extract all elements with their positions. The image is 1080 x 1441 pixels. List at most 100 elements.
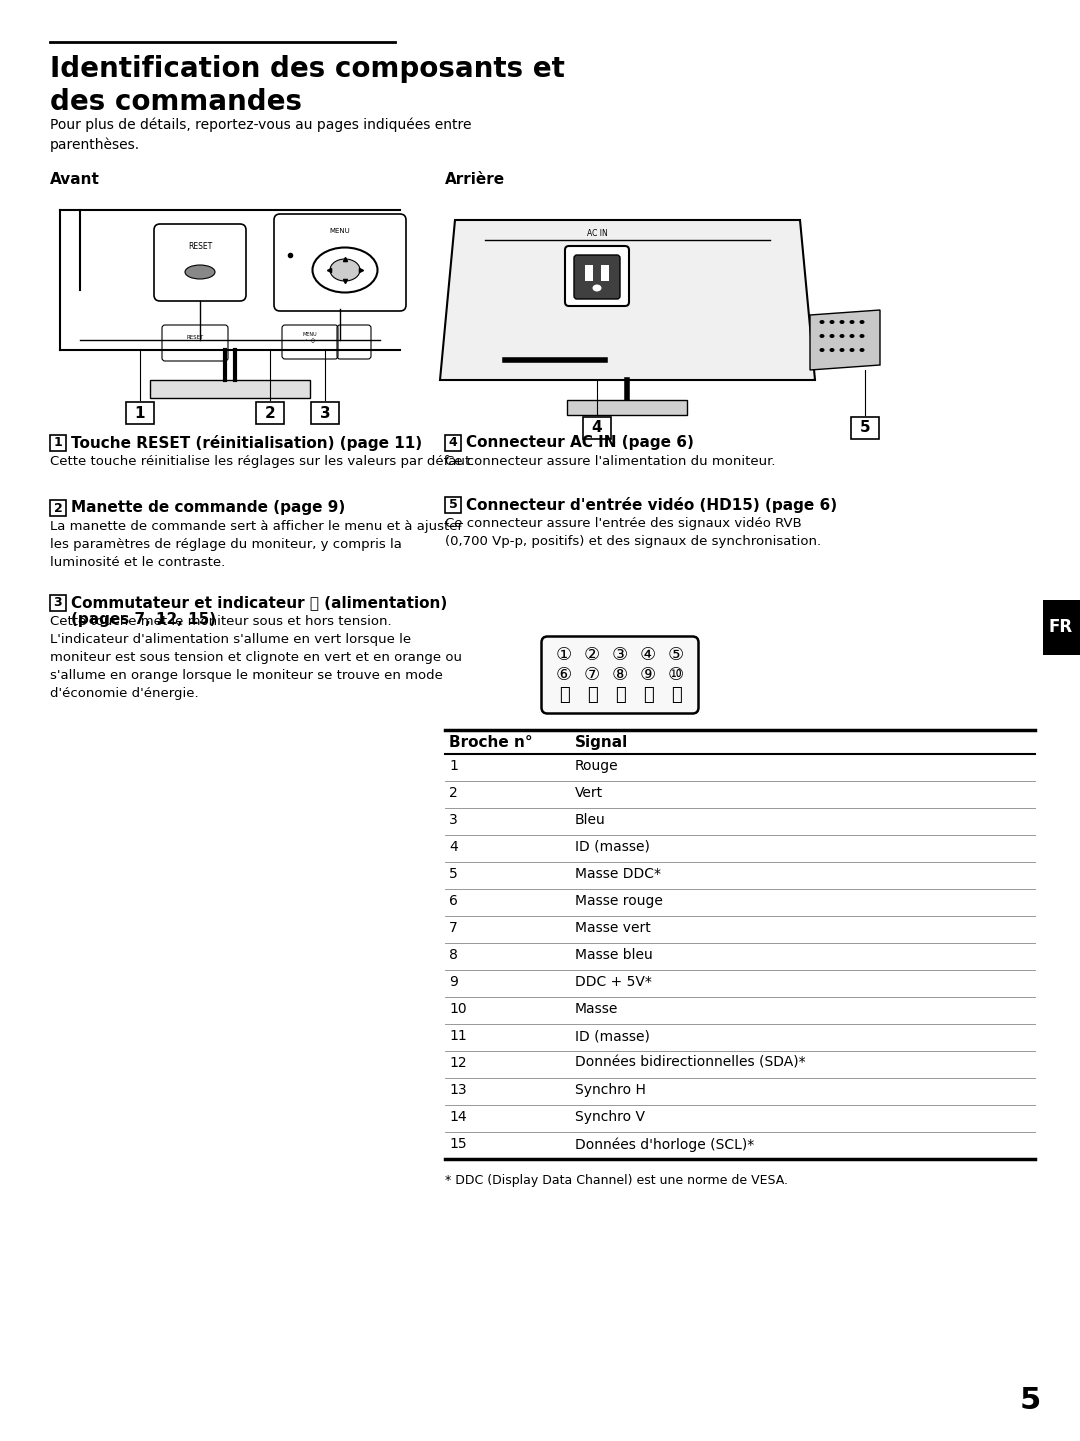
Text: Commutateur et indicateur ⓘ (alimentation)
(pages 7, 12, 15): Commutateur et indicateur ⓘ (alimentatio… — [71, 595, 447, 627]
Text: 4: 4 — [448, 437, 457, 450]
Bar — [256, 402, 284, 424]
Text: Ce connecteur assure l'alimentation du moniteur.: Ce connecteur assure l'alimentation du m… — [445, 455, 775, 468]
Text: Arrière: Arrière — [445, 171, 505, 187]
Bar — [50, 500, 66, 516]
Text: Identification des composants et
des commandes: Identification des composants et des com… — [50, 55, 565, 117]
Bar — [851, 416, 879, 440]
Text: Connecteur d'entrée vidéo (HD15) (page 6): Connecteur d'entrée vidéo (HD15) (page 6… — [465, 497, 837, 513]
FancyBboxPatch shape — [573, 255, 620, 298]
Text: AC IN: AC IN — [586, 229, 607, 238]
Ellipse shape — [330, 259, 360, 281]
Ellipse shape — [839, 334, 845, 339]
Polygon shape — [810, 310, 880, 370]
Text: ⑧: ⑧ — [612, 666, 629, 684]
Text: 4: 4 — [449, 840, 458, 855]
FancyBboxPatch shape — [565, 246, 629, 305]
Text: Synchro V: Synchro V — [575, 1110, 645, 1124]
Bar — [445, 435, 461, 451]
Text: ⑨: ⑨ — [640, 666, 656, 684]
Text: Connecteur AC IN (page 6): Connecteur AC IN (page 6) — [465, 435, 693, 450]
Text: 8: 8 — [449, 948, 458, 963]
Bar — [585, 265, 593, 281]
Text: 3: 3 — [320, 405, 330, 421]
Text: 1: 1 — [54, 437, 63, 450]
Ellipse shape — [839, 320, 845, 324]
Bar — [50, 595, 66, 611]
Text: 7: 7 — [449, 921, 458, 935]
Ellipse shape — [829, 347, 835, 352]
Text: 1: 1 — [449, 759, 458, 772]
Text: RESET: RESET — [187, 334, 204, 340]
Text: 5: 5 — [448, 499, 457, 512]
Text: 2: 2 — [54, 501, 63, 514]
Text: MENU: MENU — [329, 228, 350, 233]
Text: ⑮: ⑮ — [671, 686, 681, 705]
Ellipse shape — [185, 265, 215, 280]
Text: ⑥: ⑥ — [556, 666, 572, 684]
Text: ⑦: ⑦ — [584, 666, 600, 684]
Polygon shape — [440, 220, 815, 380]
Text: ⑤: ⑤ — [667, 646, 684, 664]
Text: ID (masse): ID (masse) — [575, 840, 650, 855]
Text: Rouge: Rouge — [575, 759, 619, 772]
Text: Masse DDC*: Masse DDC* — [575, 867, 661, 880]
Text: 12: 12 — [449, 1056, 467, 1071]
Ellipse shape — [829, 334, 835, 339]
Ellipse shape — [850, 334, 854, 339]
Ellipse shape — [820, 347, 824, 352]
Text: * DDC (Display Data Channel) est une norme de VESA.: * DDC (Display Data Channel) est une nor… — [445, 1174, 788, 1187]
Text: ⑬: ⑬ — [615, 686, 625, 705]
Text: RESET: RESET — [188, 242, 212, 251]
Text: Broche n°: Broche n° — [449, 735, 532, 749]
Ellipse shape — [820, 334, 824, 339]
Text: 6: 6 — [449, 893, 458, 908]
Text: ID (masse): ID (masse) — [575, 1029, 650, 1043]
Text: 11: 11 — [449, 1029, 467, 1043]
Text: ①: ① — [556, 646, 572, 664]
Text: 13: 13 — [449, 1084, 467, 1097]
Text: Ce connecteur assure l'entrée des signaux vidéo RVB
(0,700 Vp-p, positifs) et de: Ce connecteur assure l'entrée des signau… — [445, 517, 821, 548]
Text: Masse vert: Masse vert — [575, 921, 651, 935]
Text: Touche RESET (réinitialisation) (page 11): Touche RESET (réinitialisation) (page 11… — [71, 435, 422, 451]
Ellipse shape — [860, 320, 864, 324]
Text: La manette de commande sert à afficher le menu et à ajuster
les paramètres de ré: La manette de commande sert à afficher l… — [50, 520, 463, 569]
Text: Signal: Signal — [575, 735, 629, 749]
Text: 5: 5 — [449, 867, 458, 880]
Text: Données d'horloge (SCL)*: Données d'horloge (SCL)* — [575, 1137, 754, 1151]
Text: ⑩: ⑩ — [667, 666, 684, 684]
Text: MENU
•  ○: MENU • ○ — [302, 331, 318, 343]
Ellipse shape — [829, 320, 835, 324]
Text: Masse rouge: Masse rouge — [575, 893, 663, 908]
Text: ④: ④ — [640, 646, 656, 664]
Ellipse shape — [850, 347, 854, 352]
Text: Bleu: Bleu — [575, 813, 606, 827]
Bar — [1043, 599, 1080, 656]
Bar — [445, 497, 461, 513]
Text: Masse: Masse — [575, 1001, 619, 1016]
Text: 10: 10 — [449, 1001, 467, 1016]
Text: FR: FR — [1049, 618, 1074, 635]
Bar — [126, 402, 154, 424]
Text: 14: 14 — [449, 1110, 467, 1124]
Text: 2: 2 — [449, 785, 458, 800]
Bar — [311, 402, 339, 424]
Text: 3: 3 — [449, 813, 458, 827]
Text: ②: ② — [584, 646, 600, 664]
Text: 1: 1 — [135, 405, 145, 421]
Text: 3: 3 — [54, 597, 63, 610]
Text: ⑪: ⑪ — [558, 686, 569, 705]
Text: 5: 5 — [1020, 1386, 1041, 1415]
Text: Avant: Avant — [50, 171, 99, 187]
Bar — [567, 401, 687, 415]
Text: ⑭: ⑭ — [643, 686, 653, 705]
Text: Vert: Vert — [575, 785, 603, 800]
Text: Manette de commande (page 9): Manette de commande (page 9) — [71, 500, 346, 514]
Ellipse shape — [850, 320, 854, 324]
Ellipse shape — [860, 347, 864, 352]
Text: 2: 2 — [265, 405, 275, 421]
Text: ⑫: ⑫ — [586, 686, 597, 705]
Text: 4: 4 — [592, 421, 603, 435]
Text: Masse bleu: Masse bleu — [575, 948, 652, 963]
Text: Cette touche réinitialise les réglages sur les valeurs par défaut.: Cette touche réinitialise les réglages s… — [50, 455, 474, 468]
Text: 15: 15 — [449, 1137, 467, 1151]
